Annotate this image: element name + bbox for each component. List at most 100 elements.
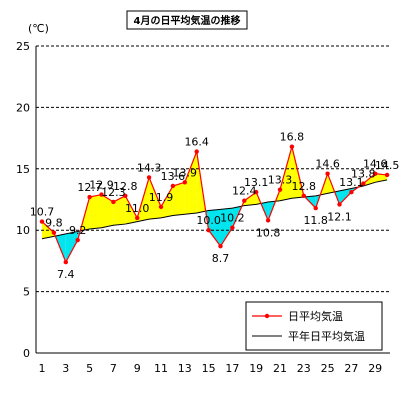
daily-temperature-point-9	[135, 215, 140, 221]
daily-temperature-point-4	[75, 237, 80, 243]
chart-title-text: 4月の日平均気温の推移	[134, 14, 241, 27]
y-axis-unit-label: (℃)	[28, 22, 49, 35]
x-tick-label-21: 21	[273, 362, 287, 375]
chart-title-box	[126, 10, 248, 30]
data-label-3: 7.4	[57, 268, 75, 281]
daily-temperature-point-26	[337, 202, 342, 207]
data-label-22: 16.8	[280, 131, 305, 144]
data-label-8: 12.8	[113, 180, 138, 193]
y-tick-label-5: 5	[23, 286, 30, 299]
daily-temperature-point-15	[206, 228, 211, 233]
difference-fill-segment	[172, 182, 185, 216]
x-tick-label-5: 5	[86, 362, 93, 375]
x-tick-label-19: 19	[249, 362, 263, 375]
daily-temperature-point-14	[194, 149, 199, 154]
daily-temperature-point-30	[384, 172, 390, 178]
data-label-6: 12.9	[89, 179, 114, 192]
data-label-21: 13.3	[268, 174, 293, 187]
data-labels: 10.79.87.49.212.712.912.312.811.014.311.…	[30, 131, 400, 281]
daily-temperature-point-28	[361, 181, 366, 186]
daily-temperature-point-19	[254, 189, 259, 195]
data-label-30: 14.5	[375, 159, 400, 172]
data-label-27: 13.1	[339, 176, 364, 189]
x-tick-label-13: 13	[178, 362, 192, 375]
difference-fill-segment	[244, 192, 257, 206]
difference-fill-segment	[149, 177, 161, 220]
y-tick-label-15: 15	[16, 163, 30, 176]
data-label-14: 16.4	[184, 136, 209, 149]
difference-fill-segment	[184, 151, 197, 215]
x-tick-label-15: 15	[202, 362, 216, 375]
daily-temperature-point-8	[123, 193, 128, 199]
daily-temperature-point-2	[51, 230, 57, 235]
x-tick-label-11: 11	[154, 362, 168, 375]
data-label-15: 10.0	[196, 214, 221, 227]
data-label-9: 11.0	[125, 202, 150, 215]
data-label-17: 10.2	[220, 212, 245, 225]
daily-temperature-point-22	[289, 144, 295, 149]
x-tick-label-27: 27	[344, 362, 358, 375]
daily-temperature-point-29	[373, 171, 378, 176]
daily-temperature-point-17	[230, 225, 235, 230]
daily-temperature-point-11	[158, 204, 164, 210]
legend-label-normal: 平年日平均気温	[288, 329, 365, 343]
normal-temperature-series	[41, 179, 388, 240]
difference-fill-segment	[101, 194, 114, 228]
data-label-19: 13.1	[244, 176, 269, 189]
daily-temperature-point-21	[277, 187, 283, 192]
data-label-2: 9.8	[45, 217, 63, 230]
legend: 日平均気温 平年日平均気温	[245, 301, 383, 351]
daily-temperature-point-16	[218, 243, 223, 249]
data-label-1: 10.7	[30, 206, 55, 219]
daily-temperature-point-3	[63, 259, 68, 265]
daily-temperature-point-6	[99, 192, 104, 197]
y-tick-label-20: 20	[16, 101, 30, 114]
data-label-10: 14.3	[137, 161, 162, 174]
difference-fill-segment	[125, 195, 138, 225]
x-tick-label-1: 1	[39, 362, 46, 375]
x-tick-label-17: 17	[225, 362, 239, 375]
data-label-18: 12.4	[232, 185, 257, 198]
normal-temperature-line	[41, 179, 388, 240]
difference-fill-segment	[113, 195, 126, 226]
data-label-20: 10.8	[256, 226, 281, 239]
daily-temperature-point-1	[39, 219, 45, 224]
difference-fill-segment	[220, 208, 233, 247]
daily-temperature-point-7	[111, 199, 116, 205]
y-tick-label-10: 10	[16, 224, 30, 237]
data-label-28: 13.8	[351, 168, 376, 181]
x-tick-label-7: 7	[110, 362, 117, 375]
data-label-24: 11.8	[303, 214, 328, 227]
data-label-29: 14.6	[363, 158, 388, 171]
data-label-25: 14.6	[315, 158, 340, 171]
daily-temperature-point-20	[265, 218, 271, 223]
x-tick-label-25: 25	[321, 362, 335, 375]
legend-label-daily: 日平均気温	[288, 309, 343, 323]
difference-fill-segment	[65, 231, 78, 263]
y-tick-label-0: 0	[23, 347, 30, 360]
difference-fill-segment	[280, 146, 292, 201]
daily-temperature-point-27	[349, 189, 354, 195]
daily-temperature-point-24	[313, 205, 318, 211]
y-tick-label-25: 25	[16, 40, 30, 53]
x-tick-label-9: 9	[134, 362, 141, 375]
difference-fill-segment	[208, 209, 221, 247]
gridlines	[36, 45, 390, 293]
x-tick-label-3: 3	[62, 362, 69, 375]
axes	[35, 46, 390, 354]
data-label-13: 13.9	[173, 166, 198, 179]
data-label-16: 8.7	[212, 252, 230, 265]
daily-temperature-point-18	[242, 198, 247, 203]
daily-temperature-point-23	[301, 193, 306, 199]
data-label-23: 12.8	[292, 180, 317, 193]
x-tick-label-23: 23	[297, 362, 311, 375]
data-label-11: 11.9	[149, 191, 174, 204]
difference-fill-segment	[89, 194, 102, 229]
difference-fill-segment	[161, 185, 173, 218]
daily-temperature-point-25	[325, 171, 330, 176]
legend-marker-dot-daily	[264, 313, 270, 319]
data-label-4: 9.2	[69, 224, 87, 237]
difference-fill-segment	[339, 188, 352, 205]
chart-title: 4月の日平均気温の推移	[126, 10, 248, 30]
